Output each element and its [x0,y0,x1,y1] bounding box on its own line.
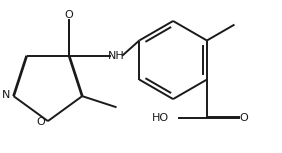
Text: N: N [2,90,10,100]
Text: O: O [239,113,248,123]
Text: O: O [65,10,74,20]
Text: NH: NH [107,51,124,61]
Text: HO: HO [152,113,169,123]
Text: O: O [36,117,45,127]
